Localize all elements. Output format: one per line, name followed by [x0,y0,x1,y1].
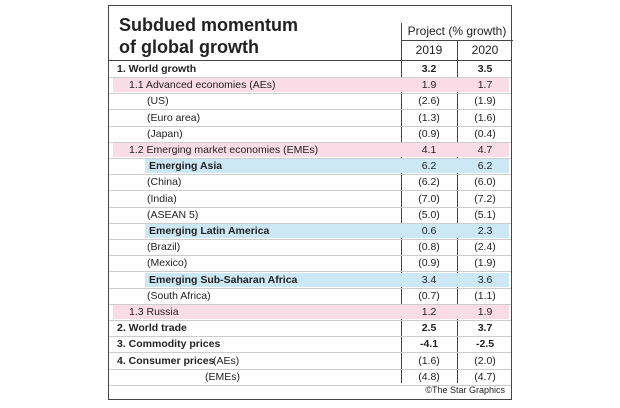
value-cell: 3.6 [477,273,493,286]
table-row: 1.3 Russia 1.2 1.9 [109,304,511,321]
row-label: Emerging Sub-Saharan Africa [149,273,298,286]
value-cell: (0.7) [418,289,440,302]
row-sublabel: (AEs) [213,354,240,367]
value-cell: (6.0) [474,176,496,189]
divider [401,23,402,383]
value-cell: -4.1 [419,338,439,351]
table-row: (South Africa) (0.7) (1.1) [109,288,511,305]
value-cell: 2.3 [477,225,493,237]
row-label: (Japan) [147,127,183,140]
title: Subdued momentum of global growth [119,15,298,57]
value-cell: (7.0) [418,192,440,205]
column-group: Project (% growth) [407,24,507,38]
row-highlight [145,159,509,174]
value-cell: (0.9) [418,127,440,140]
value-cell: (0.9) [418,257,440,270]
table-row: (EMEs) (4.8) (4.7) [109,369,511,386]
row-label: (South Africa) [147,289,211,302]
value-cell: 0.6 [421,225,437,237]
value-cell: (4.7) [474,370,496,383]
row-label: (EMEs) [205,370,240,383]
row-highlight [113,143,509,157]
row-label: (US) [147,95,169,108]
value-cell: 1.9 [421,79,437,92]
value-cell: (1.6) [474,111,496,124]
table-row: 3. Commodity prices -4.1 -2.5 [109,336,511,354]
divider [457,40,458,383]
row-label: (India) [147,192,177,205]
row-label: Emerging Asia [149,160,223,173]
value-cell: (7.2) [474,192,496,205]
row-label: 1. World growth [117,63,197,75]
value-cell: (5.1) [474,208,496,221]
value-cell: 6.2 [477,160,493,173]
value-cell: (2.0) [474,354,496,367]
row-highlight [113,78,509,93]
value-cell: 4.1 [421,144,437,156]
value-cell: (1.1) [474,289,496,302]
value-cell: (1.3) [418,111,440,124]
value-cell: 1.2 [421,306,437,318]
table-row: 2. World trade 2.5 3.7 [109,320,511,338]
value-cell: 3.7 [477,322,493,335]
table-row: (ASEAN 5) (5.0) (5.1) [109,207,511,224]
row-highlight [145,224,509,238]
table-row: (Mexico) (0.9) (1.9) [109,255,511,273]
table-row: 1. World growth 3.2 3.5 [109,61,511,78]
table-row: (China) (6.2) (6.0) [109,174,511,192]
table-row: (US) (2.6) (1.9) [109,93,511,111]
value-cell: 1.9 [477,306,493,318]
row-highlight [113,305,509,319]
value-cell: (4.8) [418,370,440,383]
value-cell: (5.0) [418,208,440,221]
row-label: 1.3 Russia [129,306,179,318]
footer: ©The Star Graphics [425,385,505,395]
table-row: 4. Consumer prices (AEs) (1.6) (2.0) [109,353,511,370]
divider [109,60,511,61]
row-label: 2. World trade [117,322,187,335]
value-cell: 3.4 [421,273,437,286]
value-cell: -2.5 [475,338,495,351]
value-cell: (1.9) [474,257,496,270]
table-frame: Subdued momentum of global growth Projec… [108,5,513,400]
row-label: (China) [147,176,182,189]
table-row: Emerging Asia 6.2 6.2 [109,158,511,176]
value-cell: (0.8) [418,241,440,254]
table-row: 1.2 Emerging market economies (EMEs) 4.1 4… [109,142,511,159]
row-label: (Mexico) [147,257,188,270]
table-row: 1.1 Advanced economies (AEs) 1.9 1.7 [109,77,511,95]
value-cell: (0.4) [474,127,496,140]
value-cell: 4.7 [477,144,493,156]
row-label: 1.2 Emerging market economies (EMEs) [129,144,319,156]
value-cell: 3.5 [477,63,493,75]
value-cell: (2.4) [474,241,496,254]
row-label: (Euro area) [147,111,201,124]
table-row: (Brazil) (0.8) (2.4) [109,239,511,257]
table-row: Emerging Sub-Saharan Africa 3.4 3.6 [109,272,511,289]
value-cell: 2.5 [421,322,437,335]
value-cell: (2.6) [418,95,440,108]
value-cell: 1.7 [477,79,493,92]
row-highlight [145,272,509,287]
row-label: (ASEAN 5) [147,208,199,221]
row-label: 1.1 Advanced economies (AEs) [129,79,276,92]
table-row: (Japan) (0.9) (0.4) [109,126,511,143]
row-label: 3. Commodity prices [117,338,221,351]
column-header: 2019 [415,43,443,57]
value-cell: (1.6) [418,354,440,367]
row-label: 4. Consumer prices [117,354,215,367]
table-row: Emerging Latin America 0.6 2.3 [109,223,511,240]
row-label: (Brazil) [147,241,181,254]
column-header: 2020 [471,43,499,57]
value-cell: (1.9) [474,95,496,108]
value-cell: 6.2 [421,160,437,173]
table-row: (Euro area) (1.3) (1.6) [109,110,511,127]
value-cell: 3.2 [421,63,437,75]
table-row: (India) (7.0) (7.2) [109,191,511,208]
value-cell: (6.2) [418,176,440,189]
row-label: Emerging Latin America [149,225,270,237]
